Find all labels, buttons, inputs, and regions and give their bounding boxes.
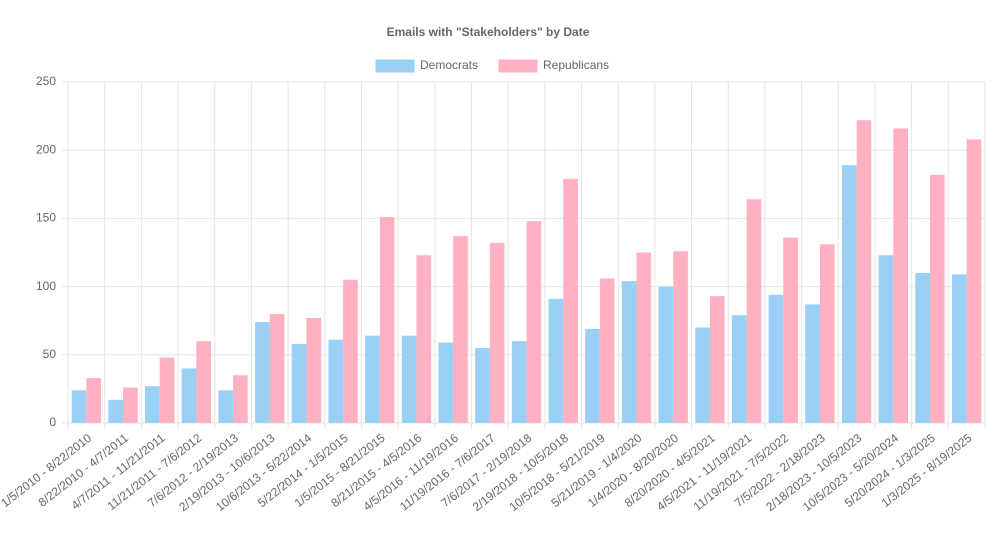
bar	[636, 252, 652, 423]
bar	[585, 328, 600, 423]
bar	[841, 165, 857, 424]
y-tick-label: 200	[36, 142, 56, 156]
bar	[255, 322, 270, 423]
bar	[123, 387, 138, 423]
bar	[291, 343, 307, 423]
bar	[768, 294, 784, 423]
bar	[548, 298, 564, 423]
bar	[746, 199, 762, 423]
bar	[306, 317, 322, 423]
bar	[145, 386, 160, 423]
bar	[511, 341, 527, 423]
bar	[416, 255, 432, 423]
bar	[438, 342, 454, 423]
bar	[379, 217, 395, 423]
bar	[805, 304, 820, 423]
bar	[709, 296, 725, 423]
bar	[453, 236, 468, 423]
chart-title: Emails with "Stakeholders" by Date	[387, 25, 590, 39]
bar	[269, 313, 285, 423]
bar	[365, 335, 380, 423]
bar	[218, 390, 234, 423]
bar	[328, 339, 344, 423]
bar	[108, 399, 124, 423]
legend-swatch	[375, 59, 415, 73]
bar	[658, 286, 674, 423]
legend-label: Democrats	[420, 58, 478, 72]
bar	[621, 281, 637, 423]
bar	[489, 242, 505, 423]
bar	[526, 221, 542, 423]
bar	[819, 244, 835, 423]
bar	[695, 327, 710, 423]
bar	[929, 174, 945, 423]
bar	[893, 128, 908, 423]
y-tick-label: 100	[36, 279, 56, 293]
bar	[951, 274, 967, 423]
bar	[783, 237, 798, 423]
legend-swatch	[498, 59, 538, 73]
bar	[599, 278, 615, 423]
y-tick-label: 50	[43, 347, 57, 361]
bar	[915, 272, 930, 423]
bar	[86, 377, 102, 423]
bar	[196, 341, 212, 423]
bar	[159, 357, 175, 423]
bar	[673, 251, 688, 423]
y-tick-label: 0	[49, 415, 56, 429]
bar	[731, 315, 747, 423]
bar	[966, 139, 982, 423]
bar	[181, 368, 197, 423]
legend-label: Republicans	[543, 58, 609, 72]
y-tick-label: 150	[36, 211, 56, 225]
bar	[856, 120, 872, 423]
bar	[343, 279, 358, 423]
bar	[563, 178, 578, 423]
y-tick-label: 250	[36, 74, 56, 88]
bar	[401, 335, 417, 423]
bar	[71, 390, 87, 423]
bar	[878, 255, 894, 423]
bar	[475, 347, 490, 423]
bar	[233, 375, 248, 423]
